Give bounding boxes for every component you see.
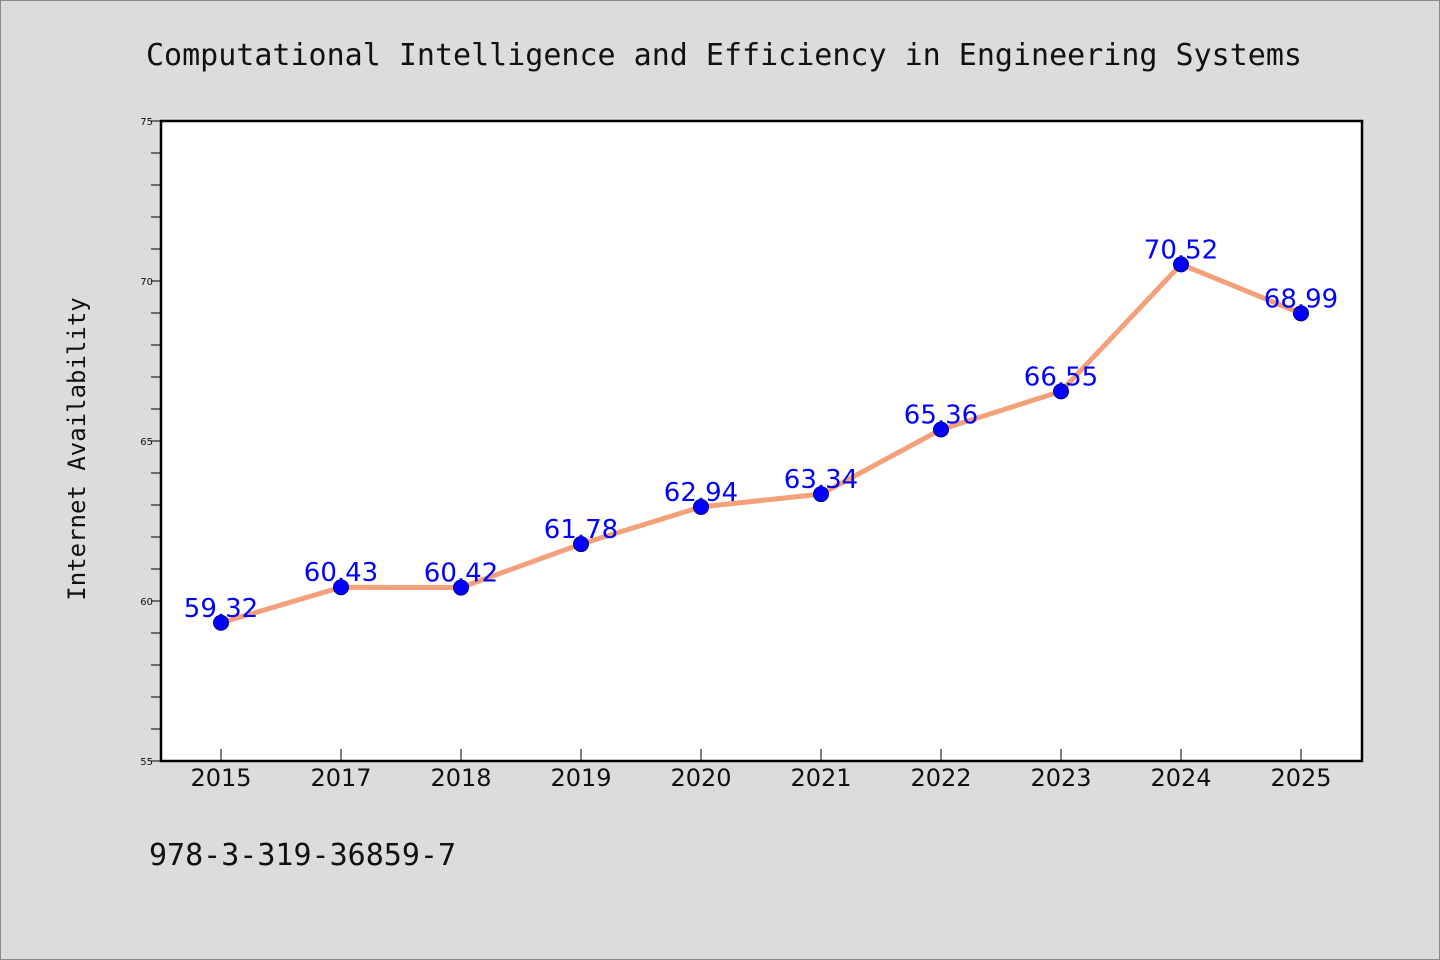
data-point [693, 498, 709, 515]
x-tick-label: 2019 [550, 764, 611, 792]
x-tick-label: 2020 [670, 764, 731, 792]
data-point [1293, 305, 1309, 322]
data-point [213, 614, 229, 631]
y-tick-label: 60 [140, 597, 153, 608]
data-point [1053, 383, 1069, 400]
y-tick-label: 70 [140, 277, 153, 288]
data-label: 63.34 [784, 465, 858, 495]
series-line [218, 261, 1304, 626]
data-label: 61.78 [544, 515, 618, 545]
isbn-footer: 978-3-319-36859-7 [149, 838, 456, 873]
x-tick-label: 2015 [190, 764, 251, 792]
x-tick-label: 2023 [1030, 764, 1091, 792]
x-axis: 2015 2017 2018 2019 2020 2021 2022 2023 2024 2025 [190, 749, 1332, 792]
y-tick-label: 55 [140, 757, 153, 768]
x-tick-label: 2024 [1150, 764, 1211, 792]
data-point [573, 536, 589, 553]
data-label: 59.32 [184, 594, 258, 624]
x-tick-label: 2017 [310, 764, 371, 792]
y-tick-label: 65 [140, 437, 153, 448]
x-tick-label: 2018 [430, 764, 491, 792]
data-label: 65.36 [904, 400, 978, 430]
data-label: 68.99 [1264, 284, 1338, 314]
data-labels: 59.32 60.43 60.42 61.78 62.94 63.34 65.36 66.55… [184, 235, 1338, 623]
data-point [453, 579, 469, 596]
y-axis: 55 60 65 70 75 [140, 117, 161, 768]
y-axis-label: Internet Availability [63, 297, 91, 600]
plot-area [161, 121, 1362, 761]
data-label: 70.52 [1144, 235, 1218, 265]
data-point [333, 579, 349, 596]
data-point [813, 486, 829, 503]
data-point [933, 421, 949, 438]
x-tick-label: 2021 [790, 764, 851, 792]
x-tick-label: 2022 [910, 764, 971, 792]
series-internet-availability [213, 256, 1309, 631]
data-label: 62.94 [664, 478, 738, 508]
plot-frame [159, 119, 1364, 763]
data-label: 66.55 [1024, 362, 1098, 392]
chart-title: Computational Intelligence and Efficienc… [146, 38, 1302, 73]
data-label: 60.43 [304, 558, 378, 588]
x-tick-label: 2025 [1270, 764, 1331, 792]
data-label: 60.42 [424, 559, 498, 589]
y-tick-label: 75 [140, 117, 153, 128]
data-point [1173, 256, 1189, 273]
